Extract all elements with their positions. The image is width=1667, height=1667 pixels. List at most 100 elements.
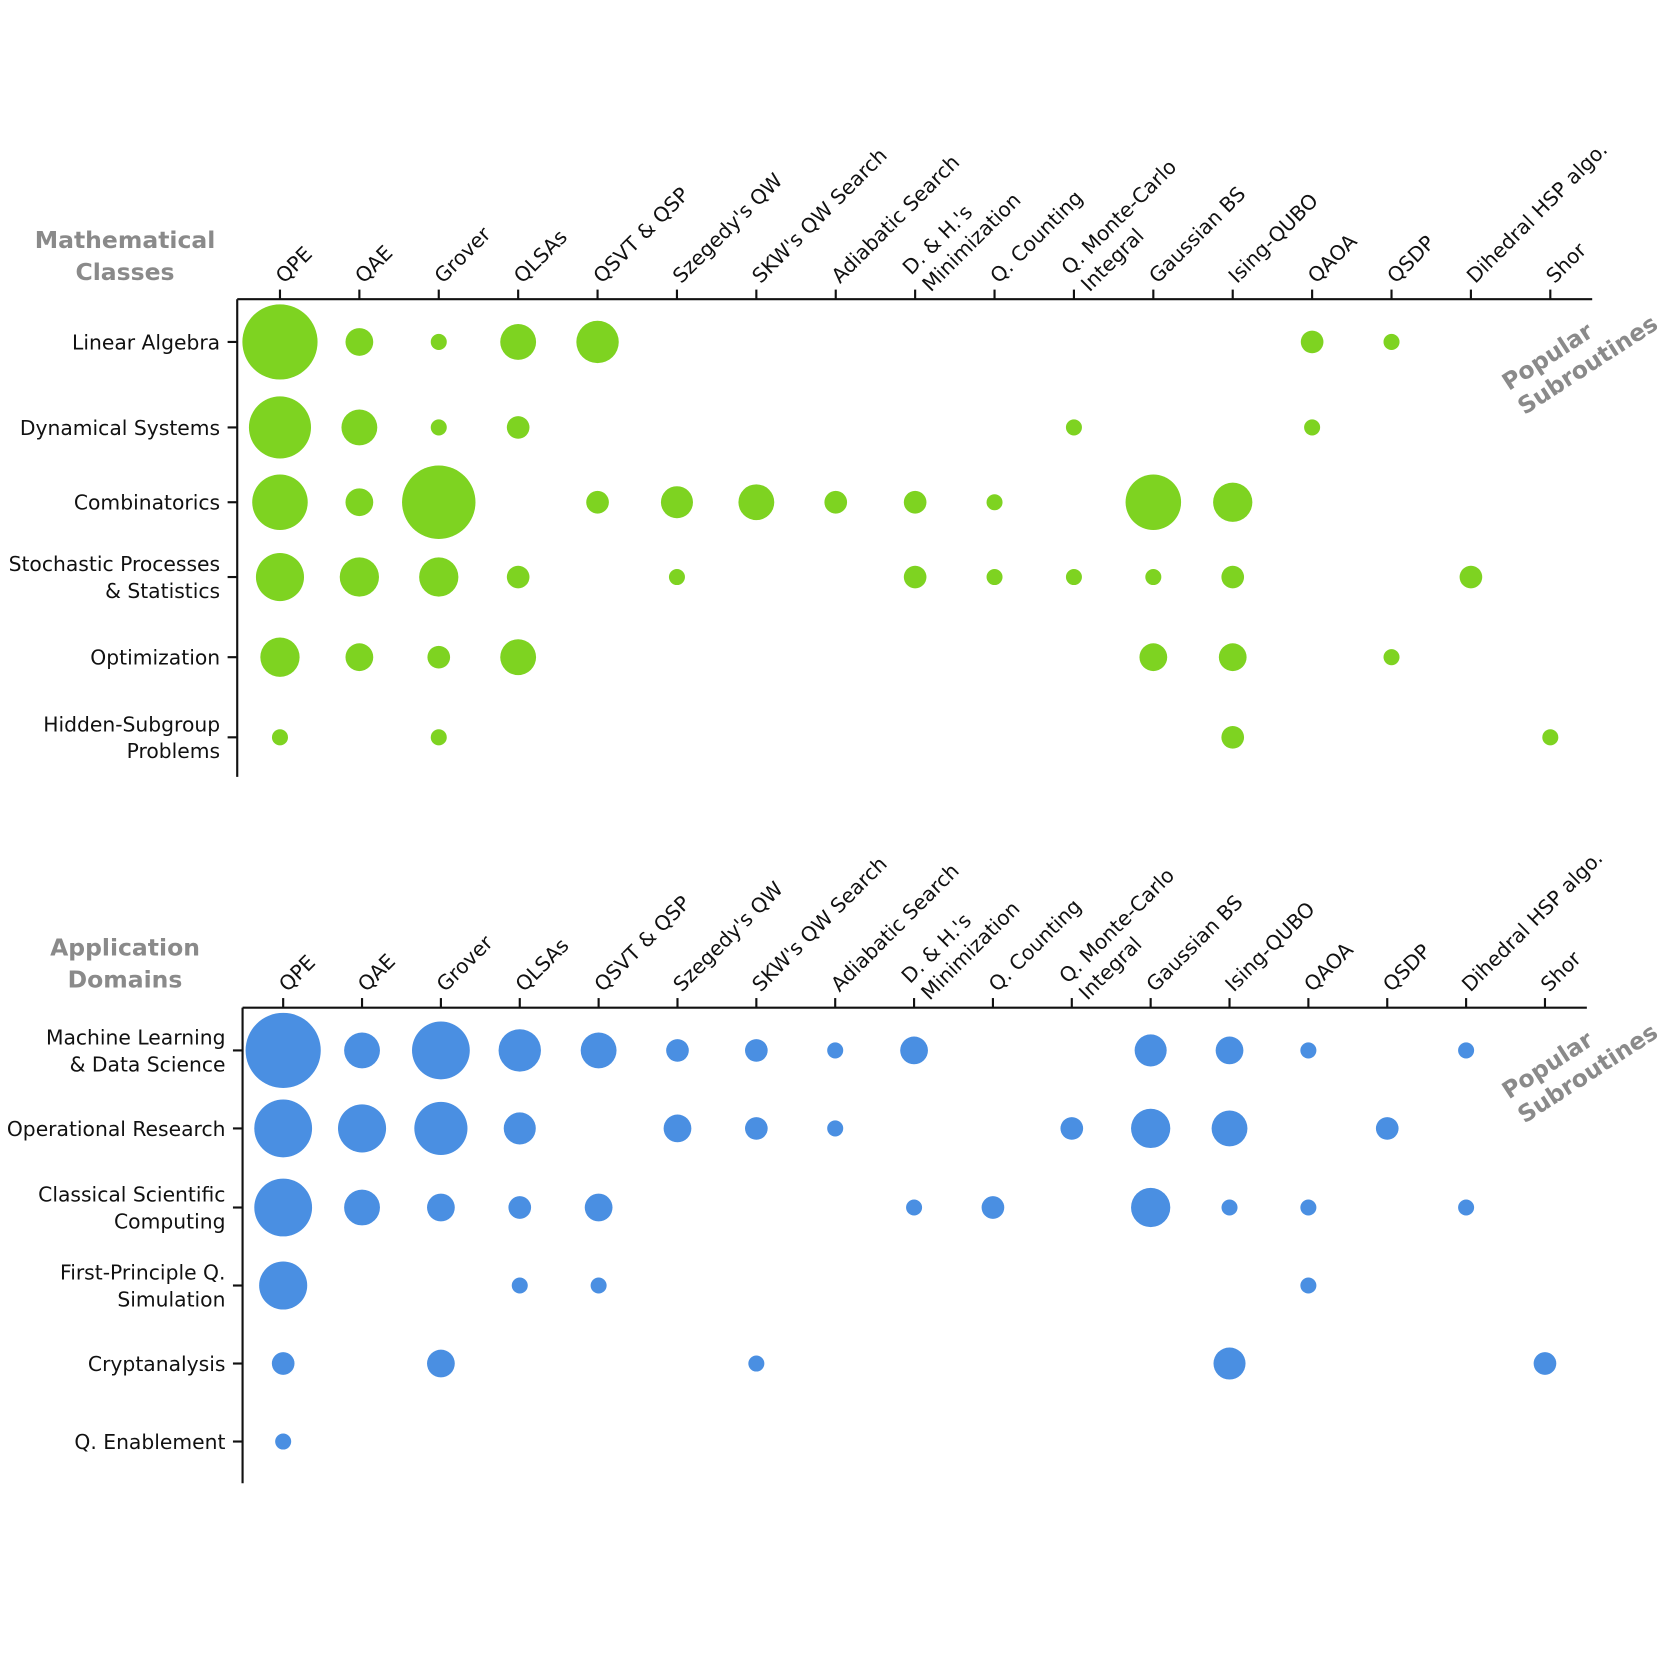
bubble <box>1458 1199 1475 1216</box>
bubble <box>427 645 451 669</box>
bubble <box>824 490 848 514</box>
bubble <box>584 1193 613 1222</box>
x-tick-label: QLSAs <box>511 933 574 996</box>
y-tick-label: & Data Science <box>70 1052 226 1076</box>
x-tick-label: SKW's QW Search <box>747 143 892 288</box>
x-tick-label: QLSAs <box>509 225 572 288</box>
bubble <box>668 569 685 586</box>
bubble <box>903 565 927 589</box>
y-tick-label: Linear Algebra <box>72 330 220 354</box>
x-tick-label-line: Dihedral HSP algo. <box>1462 137 1612 287</box>
bubble <box>339 557 379 597</box>
bubble <box>427 1193 455 1222</box>
y-tick-label: & Statistics <box>105 579 220 603</box>
x-tick-label: SKW's QW Search <box>747 852 892 997</box>
x-tick-label: QAE <box>350 241 397 288</box>
x-tick-label: Dihedral HSP algo. <box>1457 846 1607 996</box>
x-tick-label-line: Shor <box>1536 946 1586 996</box>
x-tick-label-line: QLSAs <box>509 225 572 288</box>
x-tick-label: Grover <box>432 930 498 996</box>
x-tick-label-line: QAE <box>353 949 400 996</box>
bubble <box>271 1352 295 1375</box>
bubble <box>576 320 619 364</box>
x-tick-label: QPE <box>271 242 317 288</box>
x-tick-label: QAOA <box>1299 937 1358 996</box>
bubble <box>511 1277 528 1294</box>
bubble <box>1065 419 1082 436</box>
bubble <box>981 1196 1005 1219</box>
bubble <box>430 333 447 350</box>
chart-title: Application <box>50 933 200 961</box>
x-tick-label-line: QAOA <box>1299 937 1358 996</box>
bubble <box>590 1277 607 1294</box>
bubble <box>1125 474 1182 530</box>
x-tick-label: Shor <box>1536 946 1586 996</box>
bubble <box>1375 1117 1399 1140</box>
x-tick-label: Grover <box>430 222 496 288</box>
bubble <box>986 494 1003 511</box>
x-tick-label: Shor <box>1541 237 1591 287</box>
bubble <box>259 1261 308 1310</box>
x-tick-label-line: QSDP <box>1382 231 1439 288</box>
y-tick-label: Q. Enablement <box>74 1430 225 1454</box>
y-tick-label: Optimization <box>90 646 220 670</box>
bubble <box>344 1032 380 1069</box>
bubble <box>412 1021 470 1080</box>
bubble <box>344 1189 380 1226</box>
bubble <box>1383 333 1400 350</box>
bubble <box>252 474 308 530</box>
bubble <box>500 639 537 676</box>
bubble <box>242 304 318 380</box>
bubble <box>1458 1042 1475 1059</box>
y-tick-label: Classical Scientific <box>38 1183 225 1207</box>
y-tick-label: Computing <box>114 1209 225 1233</box>
bubble <box>419 557 459 597</box>
bubble <box>508 1196 532 1219</box>
bubble <box>827 1120 844 1137</box>
bubble <box>1542 729 1559 746</box>
bubble <box>660 486 693 519</box>
chart-title: Domains <box>68 965 183 993</box>
bubble <box>1304 419 1321 436</box>
bubble <box>248 396 312 459</box>
bubble <box>1213 1347 1246 1380</box>
bubble <box>260 637 300 677</box>
bubble <box>414 1101 468 1156</box>
bubble <box>1134 1034 1167 1067</box>
bubble <box>1218 643 1247 672</box>
x-tick-label-line: QLSAs <box>511 933 574 996</box>
bubble <box>580 1032 617 1069</box>
bubble <box>271 729 288 746</box>
bubble <box>255 552 305 602</box>
chart-title: Mathematical <box>35 226 216 254</box>
y-tick-label: Combinatorics <box>74 491 220 515</box>
y-tick-label: Simulation <box>117 1287 225 1311</box>
bubble <box>506 565 530 589</box>
bubble <box>337 1104 387 1153</box>
bubble <box>1300 1042 1317 1059</box>
bubble <box>666 1039 689 1062</box>
y-tick-label: Problems <box>127 739 221 763</box>
bubble <box>275 1433 292 1450</box>
bubble <box>906 1199 923 1216</box>
bubble <box>345 643 374 672</box>
bubble <box>1300 1277 1317 1294</box>
bubble <box>498 1029 541 1072</box>
bubble <box>402 465 476 539</box>
bubble <box>1213 482 1253 522</box>
y-tick-label: Dynamical Systems <box>20 416 220 440</box>
bubble <box>827 1042 844 1059</box>
bubble <box>1211 1110 1248 1147</box>
x-tick-label-line: Grover <box>432 930 498 996</box>
bubble <box>1533 1352 1557 1375</box>
bubble <box>427 1349 455 1378</box>
bubble <box>1131 1187 1171 1228</box>
bubble <box>1300 330 1324 354</box>
x-tick-label-line: QAOA <box>1303 229 1362 288</box>
bubble <box>1221 565 1245 589</box>
